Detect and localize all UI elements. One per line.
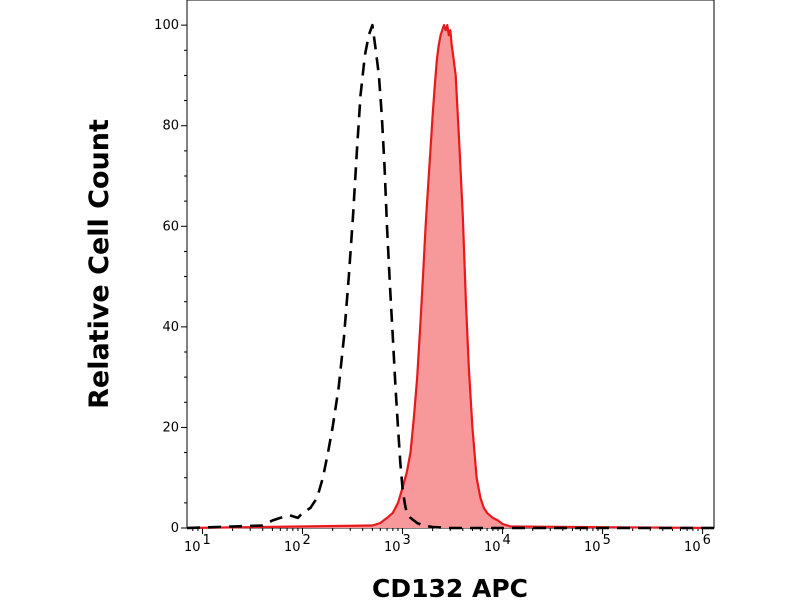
y-tick-label: 20 xyxy=(162,420,179,435)
x-tick-exponent: 6 xyxy=(703,533,711,548)
x-tick-exponent: 1 xyxy=(202,533,210,548)
x-tick-label: 10 xyxy=(384,540,401,555)
x-tick-exponent: 2 xyxy=(303,533,311,548)
y-tick-label: 40 xyxy=(162,320,179,335)
y-axis-title: Relative Cell Count xyxy=(84,119,115,409)
control-histogram-line xyxy=(186,23,714,530)
x-axis-title: CD132 APC xyxy=(372,574,528,600)
y-tick-label: 0 xyxy=(171,521,179,536)
stained-histogram-fill xyxy=(187,25,714,528)
y-axis-ticks: 0 20 40 60 80 100 xyxy=(154,18,187,536)
y-tick-label: 60 xyxy=(162,219,179,234)
series-layer xyxy=(186,23,715,530)
x-tick-label: 10 xyxy=(284,540,301,555)
stained-histogram-line xyxy=(186,24,715,530)
x-tick-label: 10 xyxy=(684,540,701,555)
x-tick-label: 10 xyxy=(584,540,601,555)
y-tick-label: 80 xyxy=(162,119,179,134)
y-tick-label: 100 xyxy=(154,18,179,33)
x-tick-label: 10 xyxy=(184,540,201,555)
x-tick-exponent: 3 xyxy=(403,533,411,548)
x-tick-exponent: 5 xyxy=(603,533,611,548)
x-axis-ticks: 10 1 10 2 10 3 10 4 10 5 10 6 xyxy=(184,528,711,555)
x-tick-label: 10 xyxy=(484,540,501,555)
x-tick-exponent: 4 xyxy=(503,533,511,548)
